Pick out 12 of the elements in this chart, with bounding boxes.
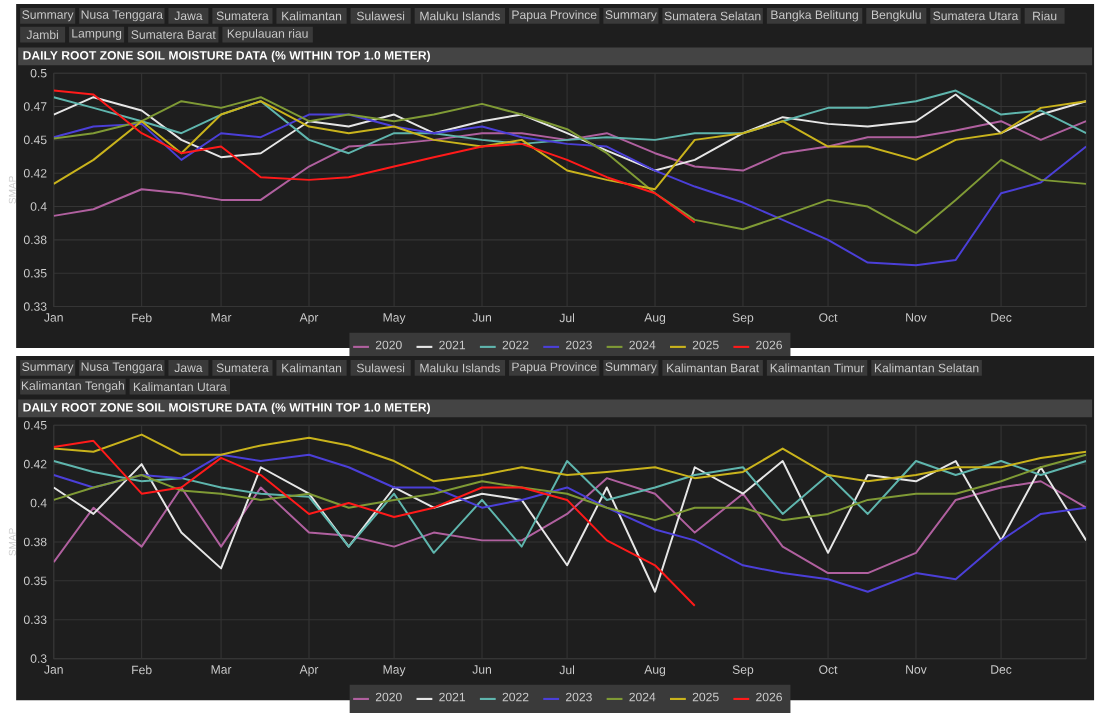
line-series xyxy=(53,114,1087,267)
line-series xyxy=(53,454,1087,522)
line-series xyxy=(53,460,1087,555)
line-series xyxy=(53,90,1087,155)
line-series xyxy=(53,90,696,225)
line-series xyxy=(53,120,1087,218)
line-series xyxy=(53,434,1087,483)
line-series xyxy=(53,477,1087,575)
line-series xyxy=(53,94,1087,172)
line-series xyxy=(53,96,1087,235)
line-series xyxy=(53,440,696,608)
line-series xyxy=(53,100,1087,191)
